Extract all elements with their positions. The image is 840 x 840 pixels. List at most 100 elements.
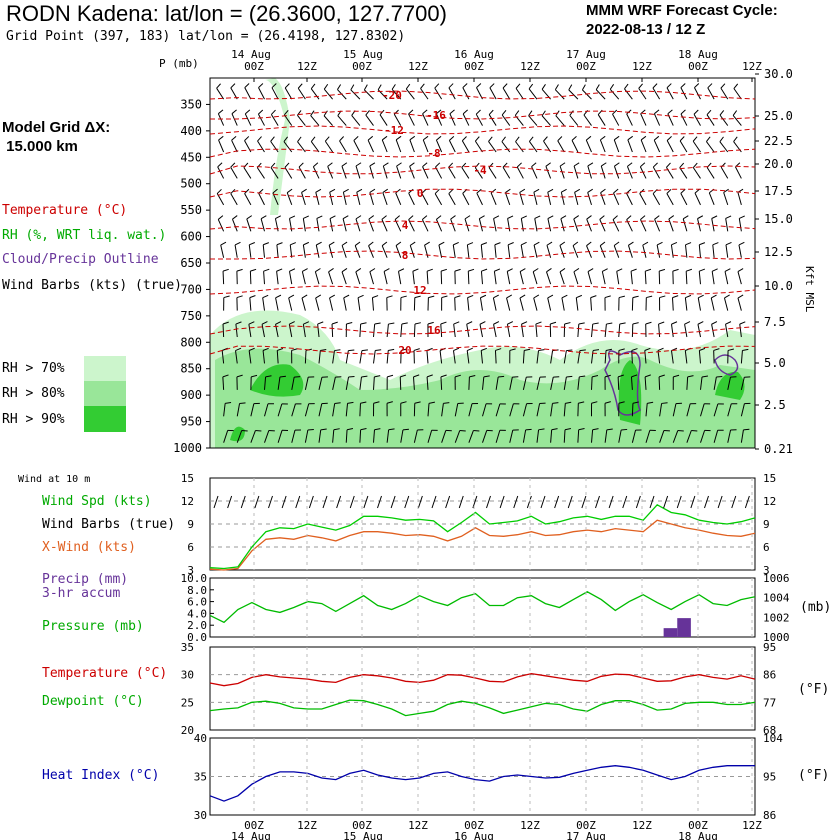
wind-barb (587, 192, 592, 206)
wind-barb-flag (354, 241, 361, 246)
wind-barb (577, 429, 580, 443)
surface-wind-barb (417, 495, 423, 509)
wind-barb (298, 166, 306, 179)
wind-barb-flag (600, 135, 606, 141)
wind-barb (369, 165, 374, 179)
wind-barb (409, 139, 415, 153)
wind-barb-flag (538, 428, 545, 431)
wind-barb-flag (659, 295, 666, 299)
wind-barb-flag (323, 83, 329, 90)
wind-barb-flag (283, 136, 289, 142)
wind-barb-flag (507, 242, 514, 246)
wind-barb (359, 376, 362, 390)
wind-barb (515, 141, 524, 153)
wind-barb-flag (476, 83, 482, 88)
legend-rh90: RH > 90% (2, 412, 65, 427)
page-title: RODN Kadena: lat/lon = (26.3600, 127.770… (6, 1, 447, 26)
wind-barb-flag (642, 241, 649, 246)
wind-barb (493, 324, 497, 338)
wind-barb-flag (251, 374, 258, 378)
wind-barb (448, 193, 456, 206)
wind-barb-flag (618, 348, 625, 351)
wind-barb-flag (488, 109, 494, 115)
wind-barb-flag (420, 83, 425, 89)
wind-barb (310, 88, 320, 100)
wind-barb-flag (374, 375, 381, 378)
temperature-panel-frame (209, 646, 756, 731)
wind-barb (264, 376, 267, 390)
wind-barb-flag (343, 188, 349, 193)
wind-barb (555, 115, 565, 126)
kft-tick-label: 17.5 (764, 184, 793, 198)
wind-barb (536, 377, 541, 390)
wind-barb (315, 244, 320, 258)
wind-barb-flag (450, 215, 456, 220)
wind-barb (230, 193, 238, 206)
wind-barb-flag (249, 242, 255, 246)
wind-barb (341, 165, 347, 179)
wind-barb (737, 192, 742, 205)
wind-barb (302, 324, 306, 338)
surface-wind-barb (704, 495, 709, 509)
wind-barb (515, 88, 524, 100)
legend-wind-barbs-true: Wind Barbs (true) (42, 517, 176, 532)
wind-barb (337, 115, 347, 126)
wind-barb-flag (284, 162, 290, 168)
wind-barb-flag (604, 374, 611, 378)
wind-barb-flag (495, 348, 502, 351)
wind-barb-flag (519, 188, 526, 193)
wind-barb-flag (592, 349, 600, 352)
wind-barb-flag (286, 188, 293, 194)
grid-point-subtitle: Grid Point (397, 183) lat/lon = (26.4198… (6, 29, 406, 44)
wind-barb-flag (236, 374, 243, 378)
wind-barb-flag (576, 294, 583, 299)
wind-barb-flag (263, 242, 270, 246)
wind-barb-flag (613, 241, 620, 246)
wind-barb-flag (680, 83, 686, 88)
wind-barb-flag (618, 295, 625, 299)
wind-barb (217, 113, 225, 126)
wind-barb (700, 376, 703, 390)
wind-barb-flag (408, 109, 414, 115)
wind-barb (341, 271, 347, 285)
wind-barb-flag (353, 136, 359, 141)
surface-wind-barb (308, 495, 314, 509)
wind-barb-flag (262, 294, 269, 299)
wind-barb (422, 113, 429, 126)
wind-barb (304, 377, 309, 390)
wind-barb-flag (574, 188, 581, 193)
wind-barb-flag (356, 188, 363, 193)
wind-barb (495, 403, 501, 417)
wind-barb (698, 350, 701, 364)
wind-barb (582, 89, 592, 100)
wind-barb (627, 245, 633, 258)
wind-barb (559, 271, 565, 285)
wind-barb (644, 376, 647, 390)
wind-barb (369, 271, 374, 285)
wind-barb-flag (422, 215, 428, 220)
wind-barb (737, 297, 742, 311)
wind-barb-flag (502, 162, 508, 168)
wind-barb (314, 271, 320, 285)
wind-barb (386, 350, 389, 364)
wind-barb-flag (453, 347, 460, 352)
wind-barb-flag (743, 428, 750, 431)
wind-barb (422, 166, 429, 179)
heat-index-f-tick: 86 (763, 809, 776, 822)
wind-barb-flag (310, 110, 315, 116)
wind-barb (256, 167, 265, 179)
wind-barb (329, 218, 334, 232)
wind-barb (559, 245, 565, 258)
wind-barb-flag (275, 321, 282, 325)
wind-barb (427, 430, 433, 443)
wind-barb-flag (218, 135, 224, 141)
wind-barb-flag (466, 321, 473, 325)
wind-barb-flag (374, 322, 381, 325)
wind-barb-flag (647, 401, 654, 404)
wind-barb-flag (236, 295, 243, 299)
temperature-contour (209, 125, 756, 135)
wind-barb (658, 324, 661, 338)
wind-barb (315, 297, 320, 311)
wind-barb (631, 429, 637, 443)
wind-barb (421, 219, 429, 232)
